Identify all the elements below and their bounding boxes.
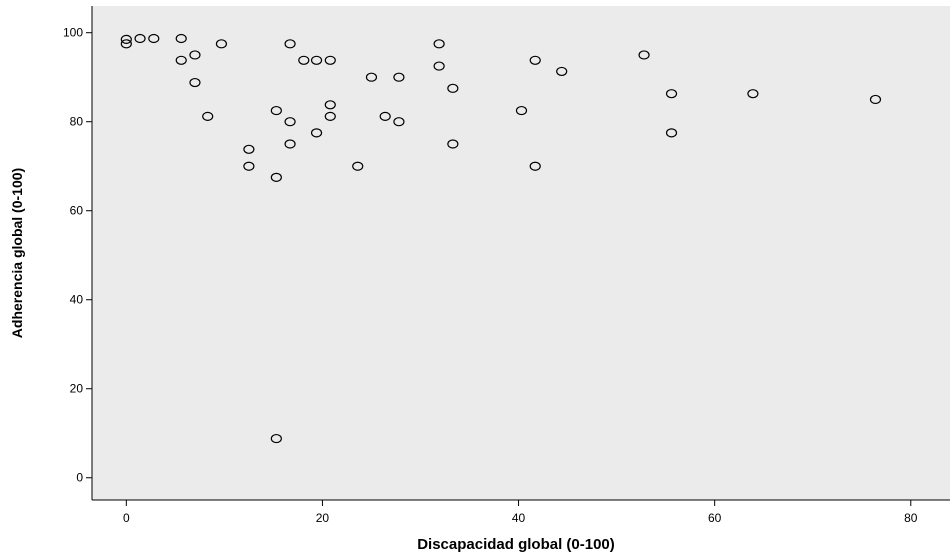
y-tick-label: 40 <box>70 293 84 307</box>
data-point <box>134 33 146 44</box>
data-point <box>324 100 336 110</box>
data-point <box>324 55 336 65</box>
y-tick-label: 20 <box>70 382 84 396</box>
y-tick-label: 60 <box>70 204 84 218</box>
data-point <box>189 50 201 60</box>
data-point <box>284 117 296 127</box>
data-point <box>243 161 255 171</box>
data-point <box>365 72 378 82</box>
data-points <box>120 33 882 444</box>
data-point <box>529 55 541 65</box>
data-point <box>352 161 364 171</box>
data-point <box>324 111 336 121</box>
data-point <box>393 117 405 127</box>
y-axis-ticks: 0 20 40 60 80 100 <box>63 26 92 485</box>
data-point <box>747 89 759 99</box>
data-point <box>270 105 282 116</box>
x-axis-title: Discapacidad global (0-100) <box>417 536 615 553</box>
y-axis-title: Adherencia global (0-100) <box>9 168 25 338</box>
data-point <box>529 161 541 171</box>
data-point <box>243 144 255 154</box>
data-point <box>284 139 296 149</box>
data-point <box>379 111 391 121</box>
data-point <box>447 83 459 93</box>
data-point <box>298 55 310 65</box>
data-point <box>433 61 445 71</box>
data-point <box>638 50 650 60</box>
data-point <box>175 55 187 65</box>
y-tick-label: 80 <box>70 115 84 129</box>
data-point <box>433 39 445 49</box>
x-tick-label: 60 <box>708 511 722 525</box>
data-point <box>665 128 678 138</box>
data-point <box>270 172 282 182</box>
x-tick-label: 40 <box>512 511 526 525</box>
data-point <box>310 128 323 138</box>
data-point <box>120 39 132 49</box>
x-tick-label: 20 <box>316 511 330 525</box>
data-point <box>202 111 214 121</box>
data-point <box>310 55 323 65</box>
y-tick-label: 100 <box>63 26 83 40</box>
data-point <box>284 39 296 49</box>
data-point <box>393 72 405 82</box>
data-point <box>189 77 201 88</box>
x-axis-ticks: 0 20 40 60 80 <box>123 500 918 525</box>
data-point <box>515 105 528 116</box>
x-tick-label: 0 <box>123 511 130 525</box>
data-point <box>270 433 282 444</box>
data-point <box>215 39 228 49</box>
data-point <box>175 33 187 44</box>
data-point <box>447 139 459 149</box>
data-point <box>148 33 160 44</box>
plot-area <box>92 6 950 500</box>
data-point <box>665 89 678 99</box>
data-point <box>869 94 882 105</box>
y-tick-label: 0 <box>76 471 83 485</box>
data-point <box>556 66 568 77</box>
x-tick-label: 80 <box>904 511 918 525</box>
data-point <box>120 34 132 44</box>
